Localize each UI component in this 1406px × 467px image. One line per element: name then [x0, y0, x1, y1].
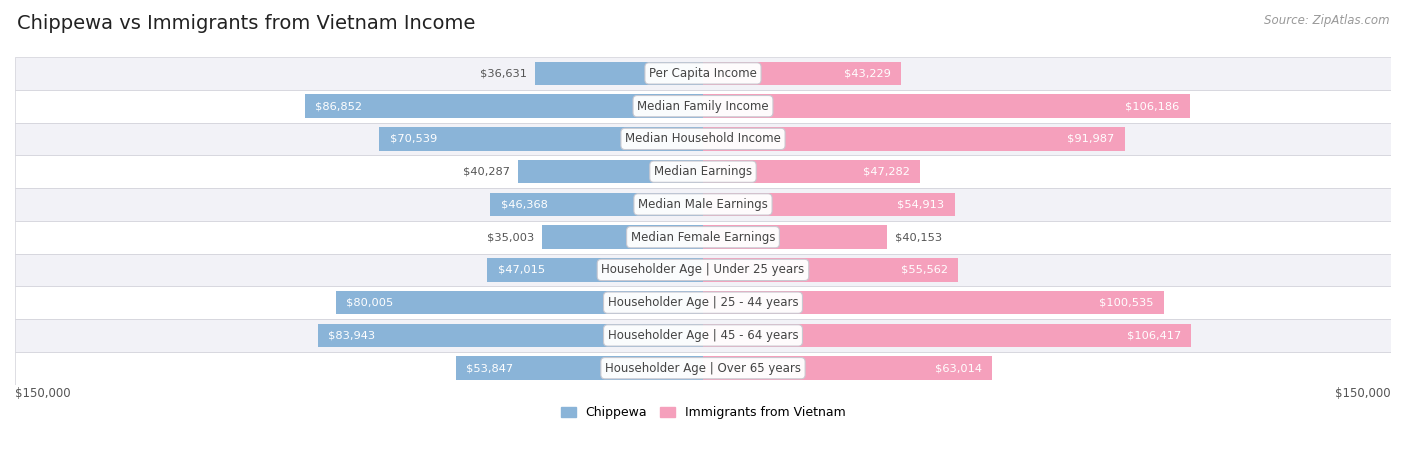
Bar — [703, 258, 957, 282]
Text: Per Capita Income: Per Capita Income — [650, 67, 756, 80]
Bar — [456, 356, 703, 380]
Bar — [380, 127, 703, 151]
Text: Median Earnings: Median Earnings — [654, 165, 752, 178]
Text: $80,005: $80,005 — [346, 297, 394, 308]
Text: $86,852: $86,852 — [315, 101, 361, 111]
Bar — [703, 192, 955, 216]
Text: Householder Age | 25 - 44 years: Householder Age | 25 - 44 years — [607, 296, 799, 309]
Text: Source: ZipAtlas.com: Source: ZipAtlas.com — [1264, 14, 1389, 27]
Bar — [703, 291, 1164, 314]
Bar — [305, 94, 703, 118]
Legend: Chippewa, Immigrants from Vietnam: Chippewa, Immigrants from Vietnam — [555, 401, 851, 424]
FancyBboxPatch shape — [15, 254, 1391, 286]
Text: $63,014: $63,014 — [935, 363, 981, 373]
Bar — [703, 356, 993, 380]
Text: $46,368: $46,368 — [501, 199, 547, 209]
Bar — [703, 62, 901, 85]
Bar — [488, 258, 703, 282]
FancyBboxPatch shape — [15, 188, 1391, 221]
Text: $40,287: $40,287 — [463, 167, 510, 177]
FancyBboxPatch shape — [15, 352, 1391, 384]
Text: $40,153: $40,153 — [896, 232, 942, 242]
Text: Householder Age | 45 - 64 years: Householder Age | 45 - 64 years — [607, 329, 799, 342]
Text: $43,229: $43,229 — [844, 68, 891, 78]
Text: $150,000: $150,000 — [1336, 387, 1391, 400]
Text: Householder Age | Over 65 years: Householder Age | Over 65 years — [605, 361, 801, 375]
FancyBboxPatch shape — [15, 156, 1391, 188]
FancyBboxPatch shape — [15, 319, 1391, 352]
Bar — [543, 226, 703, 249]
Bar — [491, 192, 703, 216]
Text: Median Female Earnings: Median Female Earnings — [631, 231, 775, 244]
Text: $55,562: $55,562 — [900, 265, 948, 275]
Bar — [519, 160, 703, 184]
Text: $106,417: $106,417 — [1126, 331, 1181, 340]
FancyBboxPatch shape — [15, 122, 1391, 156]
Bar — [536, 62, 703, 85]
FancyBboxPatch shape — [15, 286, 1391, 319]
Text: Householder Age | Under 25 years: Householder Age | Under 25 years — [602, 263, 804, 276]
FancyBboxPatch shape — [15, 90, 1391, 122]
Text: $53,847: $53,847 — [467, 363, 513, 373]
Text: Median Family Income: Median Family Income — [637, 99, 769, 113]
Bar — [703, 94, 1189, 118]
Bar — [703, 160, 920, 184]
Text: $83,943: $83,943 — [329, 331, 375, 340]
Bar — [703, 226, 887, 249]
Text: $36,631: $36,631 — [479, 68, 527, 78]
Bar — [336, 291, 703, 314]
Text: $106,186: $106,186 — [1125, 101, 1180, 111]
Text: $54,913: $54,913 — [897, 199, 945, 209]
Text: Median Male Earnings: Median Male Earnings — [638, 198, 768, 211]
Text: $47,015: $47,015 — [498, 265, 544, 275]
Text: $150,000: $150,000 — [15, 387, 70, 400]
Bar — [318, 324, 703, 347]
Text: $35,003: $35,003 — [486, 232, 534, 242]
Text: Median Household Income: Median Household Income — [626, 133, 780, 145]
Text: $91,987: $91,987 — [1067, 134, 1115, 144]
Text: Chippewa vs Immigrants from Vietnam Income: Chippewa vs Immigrants from Vietnam Inco… — [17, 14, 475, 33]
Bar — [703, 324, 1191, 347]
Text: $70,539: $70,539 — [389, 134, 437, 144]
Text: $47,282: $47,282 — [863, 167, 910, 177]
Text: $100,535: $100,535 — [1099, 297, 1154, 308]
FancyBboxPatch shape — [15, 57, 1391, 90]
FancyBboxPatch shape — [15, 221, 1391, 254]
Bar — [703, 127, 1125, 151]
